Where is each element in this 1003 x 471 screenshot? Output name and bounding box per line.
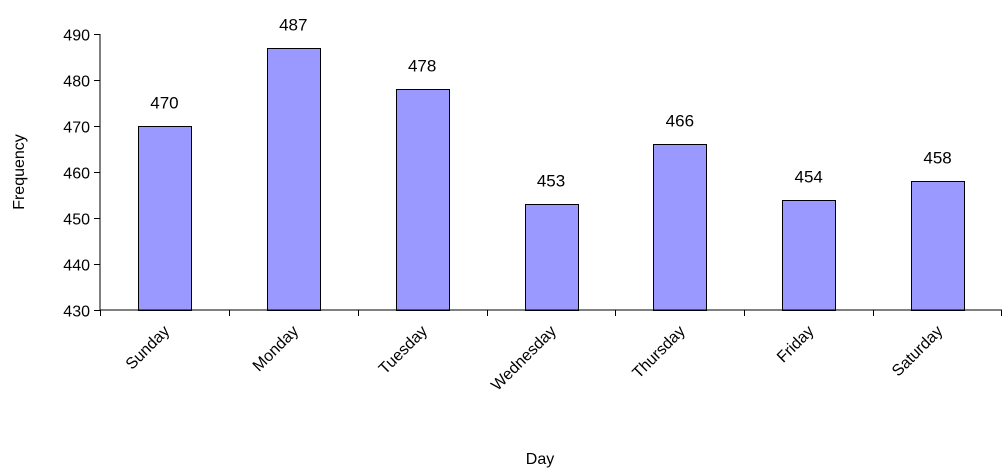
y-tick-label: 480 — [63, 74, 90, 91]
bar-thursday — [653, 144, 707, 311]
bar-sunday — [138, 126, 192, 311]
x-tick-label-saturday: Saturday — [889, 323, 946, 380]
y-tick-label: 440 — [63, 258, 90, 275]
data-label-wednesday: 453 — [537, 172, 565, 191]
x-tick-label-thursday: Thursday — [629, 323, 688, 382]
data-label-monday: 487 — [279, 16, 307, 35]
data-label-friday: 454 — [795, 168, 823, 187]
data-label-thursday: 466 — [666, 112, 694, 131]
data-label-saturday: 458 — [923, 149, 951, 168]
y-axis-title: Frequency — [11, 134, 28, 210]
data-label-sunday: 470 — [150, 94, 178, 113]
x-tick-label-monday: Monday — [250, 323, 302, 375]
bar-tuesday — [396, 89, 450, 311]
bar-saturday — [911, 181, 965, 311]
x-tick-label-tuesday: Tuesday — [376, 323, 431, 378]
data-labels: 470 487 478 453 466 454 458 — [150, 16, 952, 191]
y-tick-label: 450 — [63, 212, 90, 229]
x-tick-label-wednesday: Wednesday — [488, 323, 560, 395]
x-tick-label-friday: Friday — [774, 323, 817, 366]
bar-friday — [782, 200, 836, 311]
bar-wednesday — [525, 204, 579, 311]
bar-monday — [267, 48, 321, 311]
x-tick-label-sunday: Sunday — [123, 323, 173, 373]
data-label-tuesday: 478 — [408, 57, 436, 76]
bars — [138, 48, 965, 311]
x-axis-title: Day — [526, 451, 554, 468]
y-tick-label: 490 — [63, 28, 90, 45]
x-axis-ticks: Sunday Monday Tuesday Wednesday Thursday Frid… — [100, 310, 1002, 395]
y-axis-ticks: 430 440 450 460 470 480 490 — [63, 28, 100, 321]
y-tick-label: 430 — [63, 304, 90, 321]
y-tick-label: 470 — [63, 120, 90, 137]
y-tick-label: 460 — [63, 166, 90, 183]
